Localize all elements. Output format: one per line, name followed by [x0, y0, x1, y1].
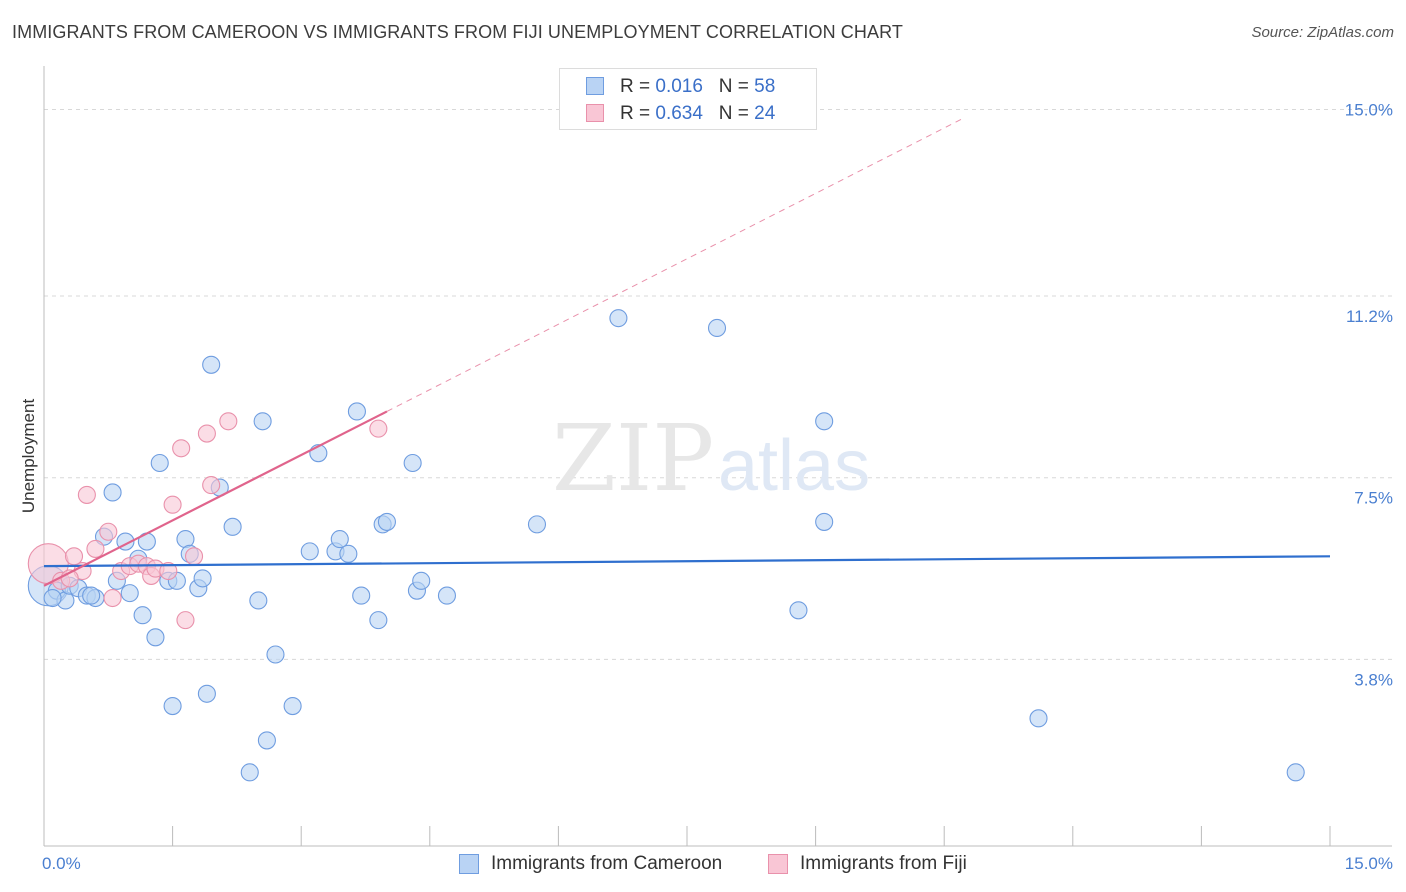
- point-cameroon: [347, 402, 366, 421]
- point-cameroon: [150, 453, 169, 473]
- trend-line-fiji: [43, 410, 388, 587]
- point-fiji: [172, 439, 191, 458]
- point-cameroon: [789, 601, 808, 620]
- y-tick-labels: 3.8% 7.5% 11.2% 15.0%: [1345, 100, 1393, 689]
- bottom-legend-swatch-cameroon: [459, 854, 479, 874]
- point-cameroon: [300, 542, 319, 561]
- point-cameroon: [377, 512, 396, 531]
- point-cameroon: [43, 588, 62, 608]
- correlation-legend: R = 0.016 N = 58 R = 0.634 N = 24: [559, 68, 817, 130]
- point-fiji: [64, 547, 84, 566]
- y-tick-label: 7.5%: [1354, 489, 1393, 508]
- point-fiji: [103, 588, 122, 608]
- point-cameroon: [249, 591, 268, 610]
- y-tick-label: 15.0%: [1345, 100, 1393, 119]
- legend-r-label: R =: [620, 76, 651, 97]
- point-cameroon: [1029, 709, 1048, 728]
- point-cameroon: [163, 697, 182, 716]
- point-fiji: [159, 561, 178, 581]
- x-tick-marks: [172, 826, 1331, 846]
- point-cameroon: [197, 684, 216, 703]
- x-tick-label-max: 15.0%: [1345, 854, 1393, 873]
- point-cameroon: [352, 586, 371, 605]
- point-cameroon: [609, 309, 628, 328]
- trend-lines: [43, 118, 1331, 587]
- point-cameroon: [223, 517, 242, 536]
- legend-r-value-cameroon: 0.016: [655, 76, 703, 97]
- point-cameroon: [133, 606, 152, 625]
- point-fiji: [77, 485, 96, 504]
- point-fiji: [197, 424, 216, 443]
- watermark: ZIP atlas: [552, 405, 870, 512]
- legend-n-value-fiji: 24: [754, 103, 776, 124]
- point-cameroon: [82, 586, 101, 605]
- point-cameroon: [815, 412, 834, 431]
- point-cameroon: [103, 483, 122, 502]
- axes: [43, 66, 1392, 847]
- point-cameroon: [527, 515, 547, 534]
- x-tick-label-min: 0.0%: [42, 854, 81, 873]
- trend-line-fiji-extension: [386, 118, 962, 412]
- legend-r-label: R =: [620, 103, 651, 124]
- point-cameroon: [266, 645, 285, 664]
- bottom-legend-label-cameroon: Immigrants from Cameroon: [491, 853, 723, 874]
- bottom-legend-label-fiji: Immigrants from Fiji: [800, 853, 967, 874]
- point-fiji: [163, 495, 182, 514]
- point-cameroon: [412, 571, 431, 590]
- y-tick-label: 11.2%: [1346, 307, 1393, 326]
- grid-lines: [44, 108, 1392, 660]
- watermark-atlas: atlas: [718, 426, 870, 506]
- point-cameroon: [257, 731, 276, 750]
- bottom-legend-swatch-fiji: [768, 854, 788, 874]
- point-fiji: [86, 539, 105, 558]
- point-fiji: [99, 522, 118, 541]
- point-cameroon: [815, 512, 834, 531]
- point-fiji: [176, 611, 195, 630]
- trend-line-cameroon: [43, 555, 1331, 568]
- point-fiji: [369, 419, 388, 438]
- point-cameroon: [437, 586, 456, 605]
- watermark-zip: ZIP: [552, 405, 714, 512]
- data-points: [27, 309, 1305, 782]
- point-fiji: [202, 476, 221, 495]
- point-fiji: [184, 547, 204, 566]
- point-cameroon: [339, 544, 358, 563]
- point-cameroon: [120, 584, 139, 603]
- chart-title: IMMIGRANTS FROM CAMEROON VS IMMIGRANTS F…: [12, 22, 903, 42]
- point-cameroon: [1286, 763, 1305, 782]
- point-cameroon: [193, 569, 212, 588]
- point-fiji: [219, 412, 238, 431]
- source-label: Source: ZipAtlas.com: [1251, 24, 1394, 41]
- point-cameroon: [707, 318, 727, 338]
- legend-r-value-fiji: 0.634: [655, 103, 703, 124]
- legend-swatch-cameroon: [586, 77, 604, 95]
- point-cameroon: [253, 412, 272, 431]
- legend-n-label: N =: [718, 76, 749, 97]
- legend-swatch-fiji: [586, 104, 604, 122]
- point-cameroon: [283, 697, 302, 716]
- point-cameroon: [202, 355, 221, 374]
- point-cameroon: [240, 763, 259, 782]
- legend-n-value-cameroon: 58: [754, 76, 776, 97]
- point-cameroon: [146, 628, 165, 647]
- legend-n-label: N =: [718, 103, 749, 124]
- y-tick-label: 3.8%: [1354, 670, 1393, 689]
- point-cameroon: [403, 453, 422, 473]
- point-cameroon: [330, 530, 349, 549]
- y-axis-label: Unemployment: [19, 399, 38, 514]
- point-cameroon: [369, 611, 388, 630]
